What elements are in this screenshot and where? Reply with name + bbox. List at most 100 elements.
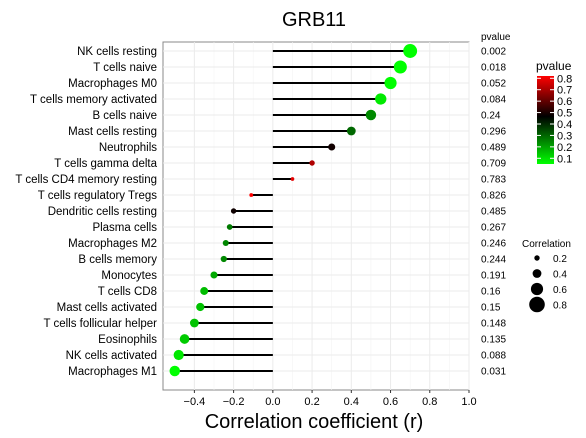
category-label: B cells naive [92,110,157,122]
correlation-point [393,60,407,74]
lollipop-dots [169,44,418,377]
category-label: T cells naive [93,62,157,74]
correlation-point [226,224,233,230]
pvalue-label: 0.148 [481,319,506,330]
size-legend-label: 0.8 [553,301,567,312]
category-label: Neutrophils [99,142,157,154]
correlation-point [375,93,387,105]
pvalue-labels: 0.002 0.018 0.052 0.084 0.24 0.296 0.489 0.709 0… [481,47,506,378]
x-tick-label: 0.2 [304,396,319,408]
correlation-point [179,334,190,344]
color-tick-label: 0.3 [557,130,572,142]
category-label: T cells CD8 [98,286,157,298]
chart-title: GRB11 [282,9,346,31]
category-label: Macrophages M2 [68,238,157,250]
correlation-point [249,193,254,197]
x-tick-label: 0.8 [422,396,437,408]
correlation-point [222,239,229,247]
size-legend-dot [530,282,544,296]
pvalue-label: 0.485 [481,207,506,218]
correlation-point [210,271,218,279]
color-legend-title: pvalue [536,59,572,73]
category-label: NK cells resting [77,46,157,58]
pvalue-header: pvalue [481,32,511,43]
correlation-point [189,318,199,328]
category-label: Dendritic cells resting [48,206,157,218]
pvalue-label: 0.052 [481,79,506,90]
size-legend-label: 0.4 [553,270,567,281]
x-tick-label: 0.4 [344,396,359,408]
category-label: Monocytes [101,270,157,282]
pvalue-label: 0.783 [481,175,506,186]
correlation-point [169,365,181,377]
category-label: Mast cells resting [68,126,157,138]
category-label: B cells memory [78,254,157,266]
pvalue-label: 0.296 [481,127,506,138]
category-label: T cells memory activated [30,94,157,106]
correlation-point [196,302,205,312]
pvalue-label: 0.002 [481,47,506,58]
color-bar [537,76,554,164]
correlation-point [403,44,418,58]
pvalue-label: 0.15 [481,303,501,314]
lollipop-stems [174,50,411,372]
pvalue-label: 0.084 [481,95,506,106]
size-legend-dot [532,269,542,278]
correlation-point [173,349,184,361]
pvalue-label: 0.489 [481,143,506,154]
category-label: Plasma cells [92,222,157,234]
pvalue-label: 0.018 [481,63,506,74]
x-axis-label: Correlation coefficient (r) [205,411,424,433]
correlation-point [346,126,356,136]
correlation-point [328,143,336,151]
color-tick-label: 0.1 [557,153,572,165]
category-label: T cells regulatory Tregs [38,190,158,202]
category-label: NK cells activated [66,350,157,362]
pvalue-label: 0.135 [481,335,506,346]
x-tick-label: −0.2 [223,396,245,408]
category-label: T cells gamma delta [54,158,157,170]
color-tick-label: 0.8 [557,73,572,85]
size-legend: Correlation 0.2 0.4 0.6 0.8 [522,239,571,313]
category-label: Macrophages M1 [68,366,157,378]
pvalue-label: 0.826 [481,191,506,202]
correlation-point [200,287,209,295]
category-label: Macrophages M0 [68,78,157,90]
pvalue-label: 0.16 [481,287,501,298]
category-labels: NK cells resting T cells naive Macrophages… [15,46,157,378]
category-label: Eosinophils [98,334,157,346]
pvalue-label: 0.709 [481,159,506,170]
correlation-point [365,109,377,121]
x-tick-label: 0.6 [383,396,398,408]
size-legend-label: 0.6 [553,285,567,296]
plot-panel [162,41,470,391]
color-legend-ticks: 0.80.70.60.50.40.30.20.1 [537,73,572,165]
size-legend-label: 0.2 [553,254,567,265]
pvalue-label: 0.246 [481,239,506,250]
pvalue-label: 0.088 [481,351,506,362]
correlation-point [230,208,237,214]
category-label: Mast cells activated [57,302,157,314]
pvalue-color-legend: pvalue 0.80.70.60.50.40.30.20.1 [536,59,572,165]
correlation-point [220,255,227,263]
x-tick-label: 0.0 [265,396,280,408]
size-legend-dot [529,296,545,313]
category-label: T cells follicular helper [43,318,157,330]
x-axis-ticks: −0.4 −0.2 0.0 0.2 0.4 0.6 0.8 1.0 [184,390,477,408]
color-tick-label: 0.7 [557,85,572,97]
color-tick-label: 0.6 [557,96,572,108]
pvalue-label: 0.244 [481,255,506,266]
x-tick-label: 1.0 [461,396,476,408]
correlation-point [290,177,295,181]
pvalue-label: 0.267 [481,223,506,234]
category-label: T cells CD4 memory resting [15,174,157,186]
pvalue-label: 0.24 [481,111,501,122]
size-legend-title: Correlation [522,239,571,250]
correlation-point [309,160,315,166]
pvalue-label: 0.191 [481,271,506,282]
size-legend-items: 0.2 0.4 0.6 0.8 [529,254,567,313]
color-tick-label: 0.5 [557,108,572,120]
correlation-point [384,76,397,90]
color-tick-label: 0.2 [557,142,572,154]
